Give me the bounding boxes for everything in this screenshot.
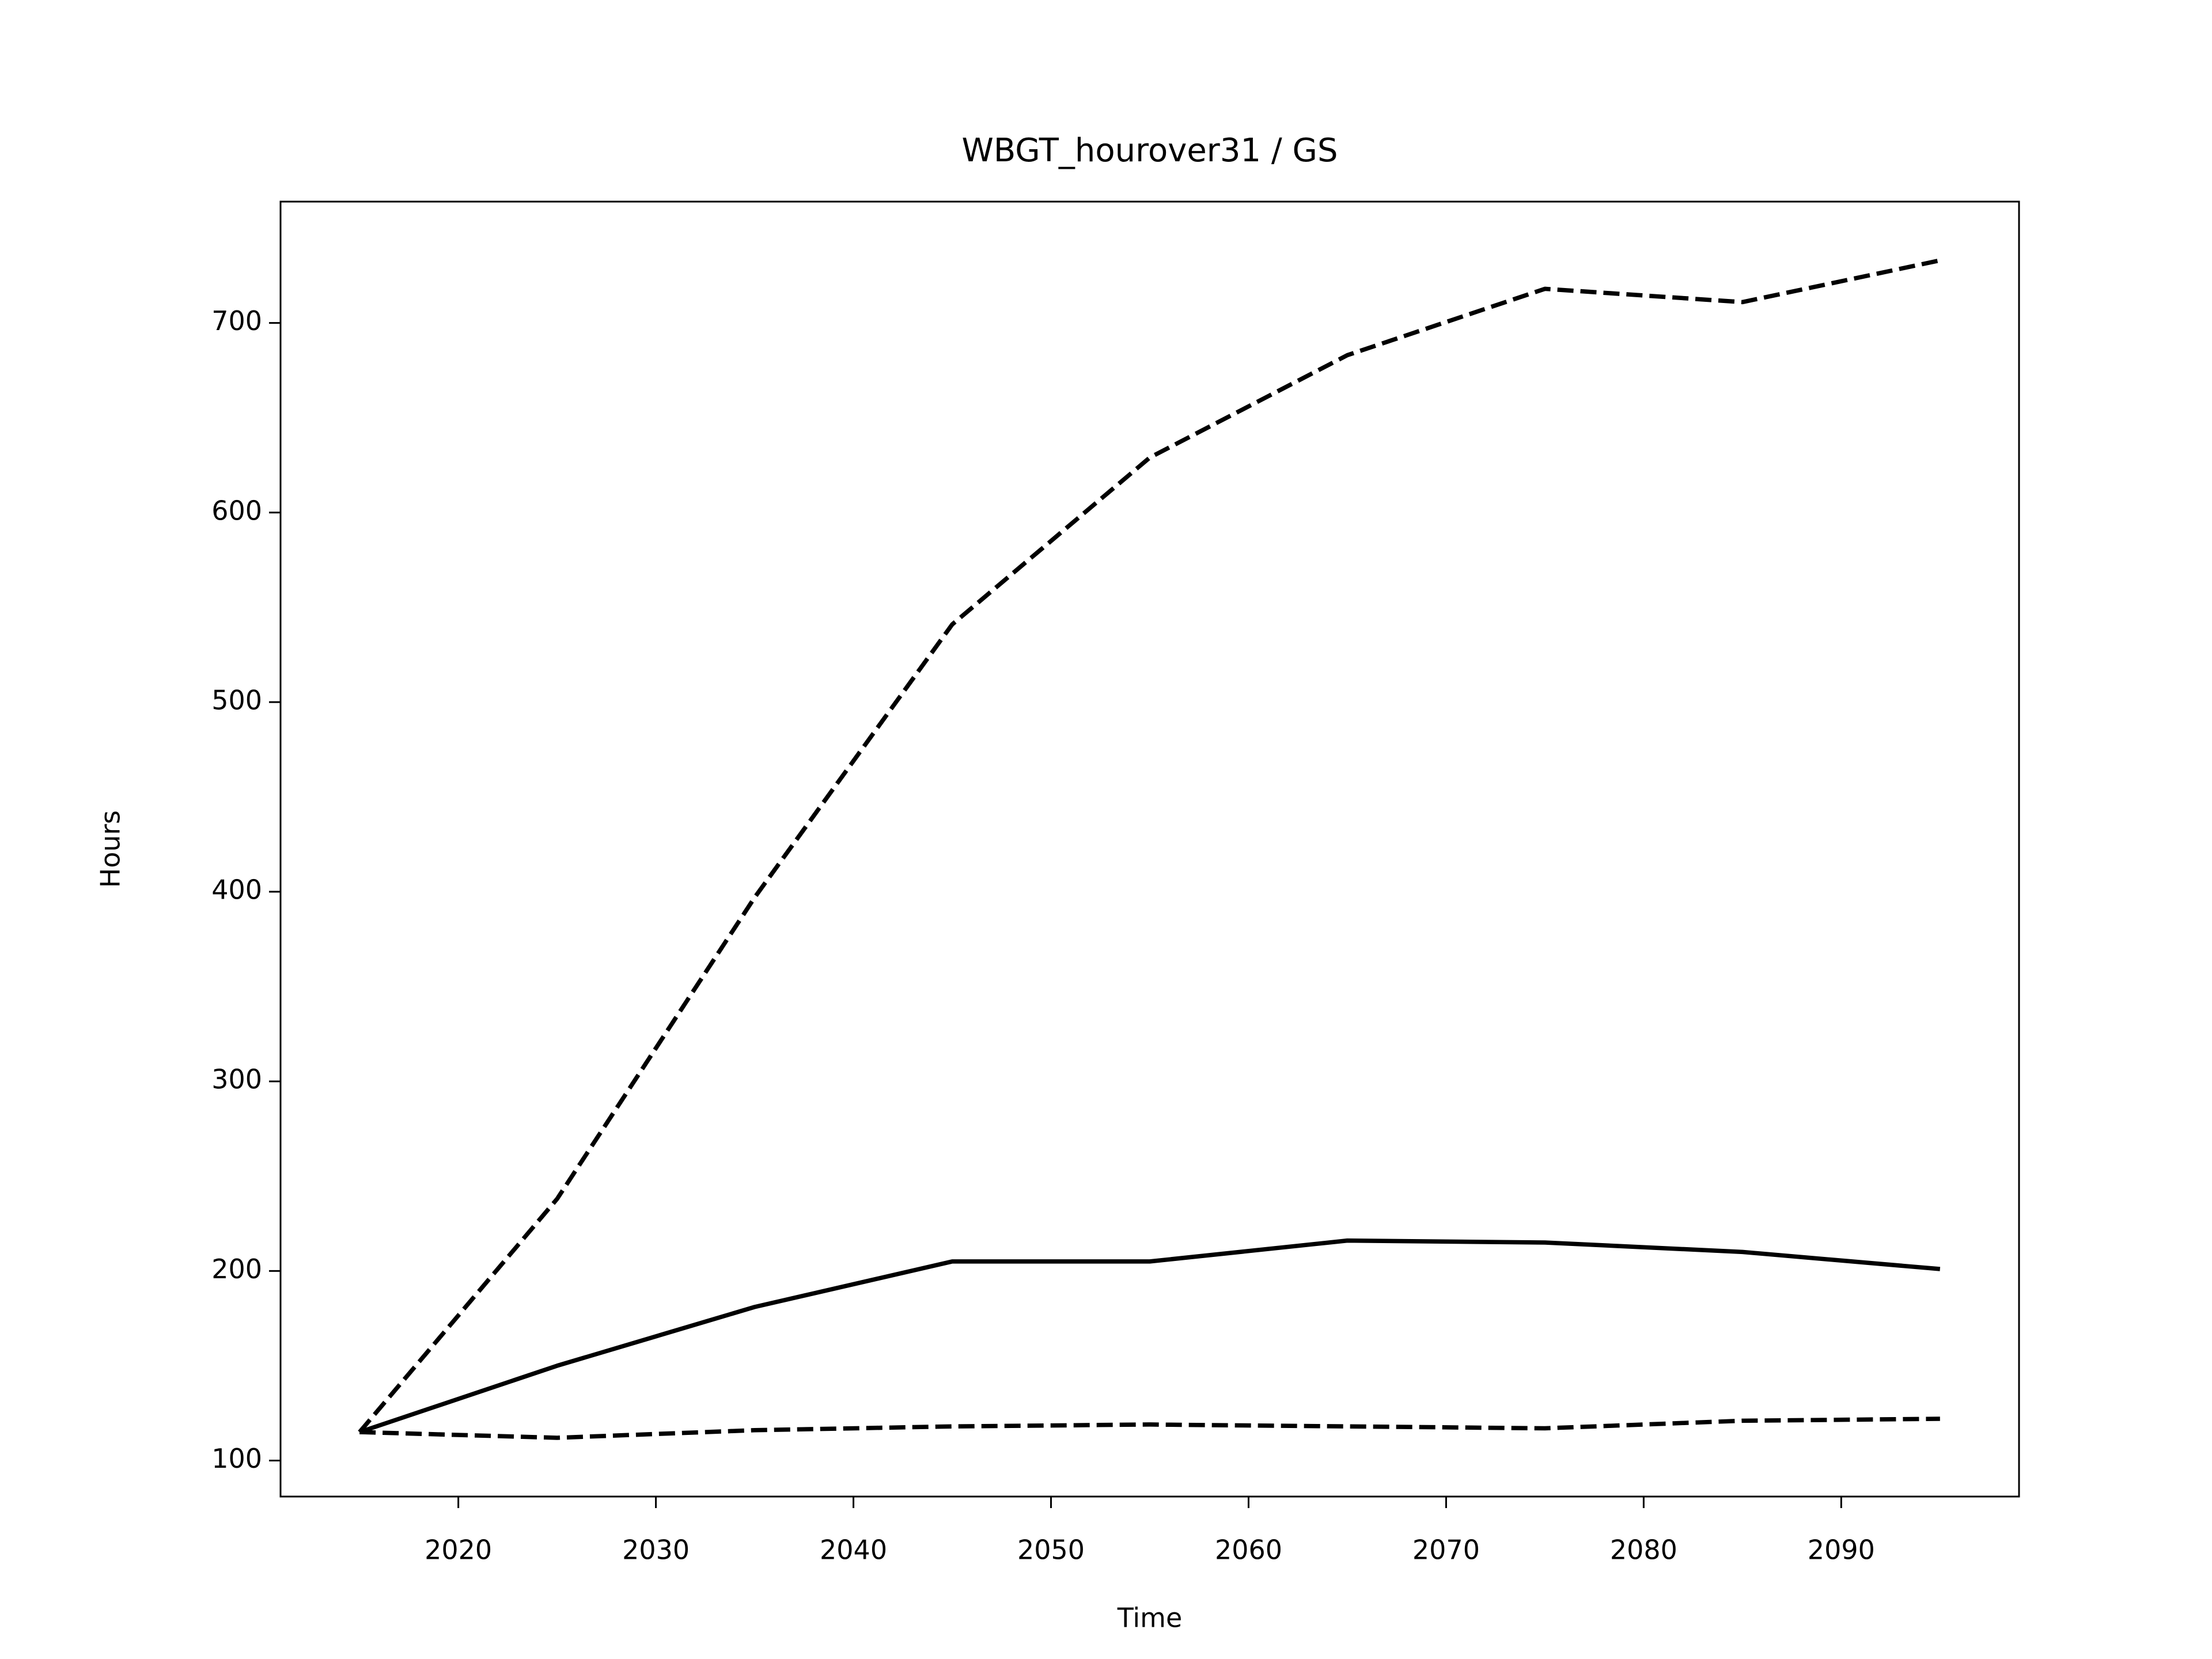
y-tick-label: 700 (211, 305, 262, 336)
y-tick-label: 300 (211, 1064, 262, 1095)
chart-title: WBGT_hourover31 / GS (962, 132, 1338, 169)
x-tick-label: 2080 (1610, 1535, 1677, 1566)
x-tick-label: 2040 (820, 1535, 887, 1566)
y-tick-label: 200 (211, 1253, 262, 1285)
x-tick-label: 2020 (425, 1535, 492, 1566)
y-axis-label: Hours (95, 810, 126, 888)
y-tick-label: 500 (211, 684, 262, 715)
y-tick-label: 600 (211, 495, 262, 526)
line-series (358, 258, 1941, 1434)
line-series (358, 1238, 1941, 1434)
y-tick-label: 100 (211, 1443, 262, 1474)
plot-frame (279, 200, 2020, 1498)
x-tick-label: 2050 (1017, 1535, 1085, 1566)
x-tick-label: 2090 (1808, 1535, 1875, 1566)
x-tick-label: 2030 (622, 1535, 690, 1566)
x-axis-label: Time (1117, 1603, 1183, 1634)
line-series (359, 1416, 1940, 1440)
x-tick-label: 2060 (1215, 1535, 1282, 1566)
y-tick-label: 400 (211, 874, 262, 906)
x-tick-label: 2070 (1412, 1535, 1480, 1566)
